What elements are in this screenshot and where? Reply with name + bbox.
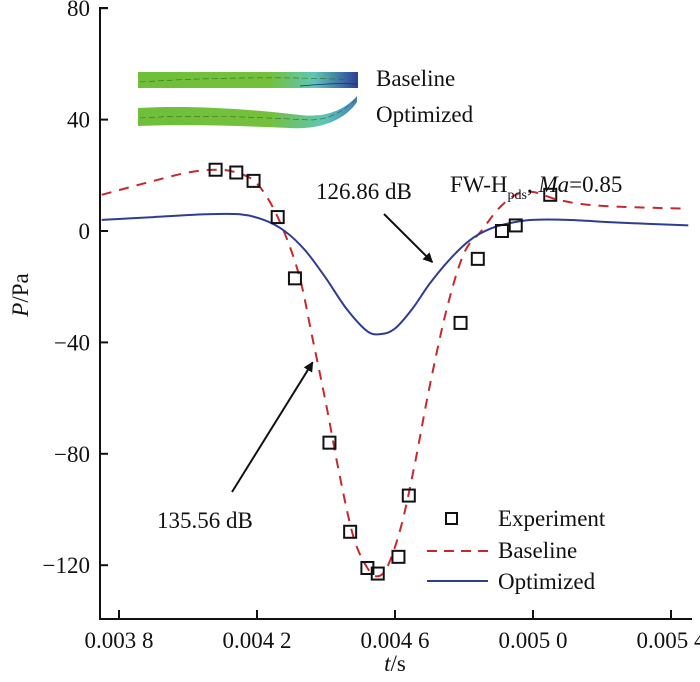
y-tick-label: −120 bbox=[43, 553, 90, 578]
experiment-point bbox=[392, 551, 404, 563]
y-tick-label: 40 bbox=[67, 108, 90, 133]
inset-baseline-airfoil bbox=[138, 72, 358, 88]
y-ticks: 80 40 0 −40 −80 −120 bbox=[43, 0, 108, 578]
experiment-point bbox=[344, 526, 356, 538]
experiment-point bbox=[230, 167, 242, 179]
x-axis-label: t/s bbox=[384, 651, 406, 676]
inset-airfoils: Baseline Optimized bbox=[138, 66, 474, 128]
inset-label-baseline: Baseline bbox=[376, 66, 455, 91]
x-tick-label: 0.004 2 bbox=[223, 628, 292, 653]
legend-item-optimized: Optimized bbox=[427, 569, 596, 594]
x-tick-label: 0.004 6 bbox=[361, 628, 430, 653]
inset-label-optimized: Optimized bbox=[376, 102, 474, 127]
annotation-optimized-db: 126.86 dB bbox=[316, 179, 412, 204]
series-optimized bbox=[102, 214, 689, 335]
y-tick-label: −40 bbox=[54, 330, 90, 355]
annotations: FW-Hpds, Ma=0.85 126.86 dB 135.56 dB bbox=[157, 172, 622, 533]
experiment-point bbox=[455, 317, 467, 329]
legend: Experiment Baseline Optimized bbox=[427, 506, 606, 594]
y-tick-label: 80 bbox=[67, 0, 90, 21]
experiment-point bbox=[289, 272, 301, 284]
legend-label-optimized: Optimized bbox=[498, 569, 596, 594]
y-tick-label: 0 bbox=[79, 219, 91, 244]
optimized-line bbox=[102, 214, 689, 335]
x-tick-label: 0.003 8 bbox=[85, 628, 154, 653]
legend-label-experiment: Experiment bbox=[498, 506, 606, 531]
inset-optimized-airfoil bbox=[138, 96, 357, 128]
legend-marker-experiment bbox=[446, 513, 457, 524]
legend-item-experiment: Experiment bbox=[446, 506, 606, 531]
annotation-condition: FW-Hpds, Ma=0.85 bbox=[450, 172, 622, 203]
x-ticks: 0.003 8 0.004 2 0.004 6 0.005 0 0.005 4 bbox=[85, 610, 700, 653]
experiment-point bbox=[472, 253, 484, 265]
x-tick-label: 0.005 4 bbox=[637, 628, 700, 653]
y-axis-label: P/Pa bbox=[8, 273, 33, 317]
y-tick-label: −80 bbox=[54, 442, 90, 467]
x-tick-label: 0.005 0 bbox=[499, 628, 568, 653]
legend-item-baseline: Baseline bbox=[427, 538, 577, 563]
annotation-baseline-arrow bbox=[232, 362, 313, 492]
annotation-baseline-db: 135.56 dB bbox=[157, 508, 253, 533]
annotation-optimized-arrow bbox=[384, 214, 432, 262]
legend-label-baseline: Baseline bbox=[498, 538, 577, 563]
